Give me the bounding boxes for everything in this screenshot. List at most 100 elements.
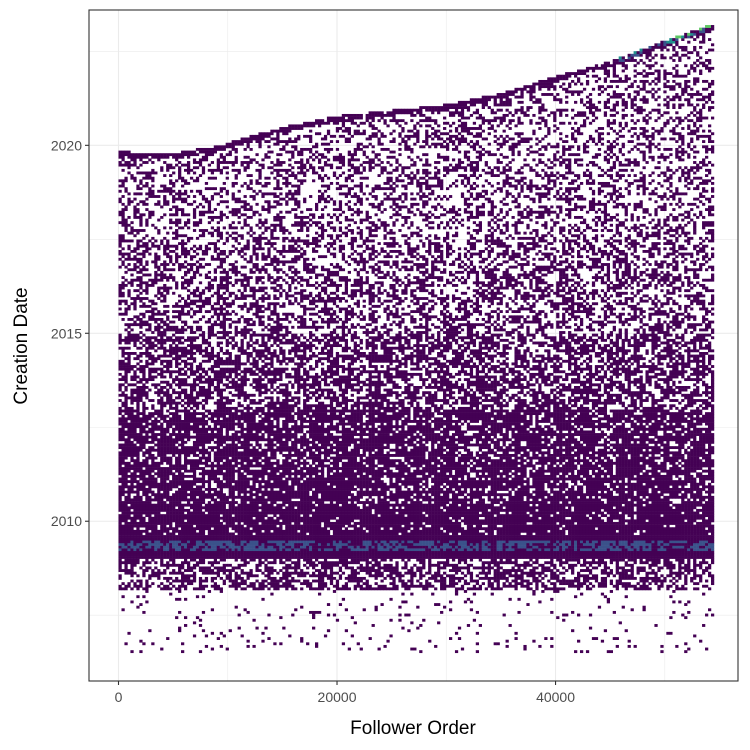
heatmap-tile: [192, 320, 197, 324]
heatmap-tile: [139, 472, 143, 476]
heatmap-tile: [163, 420, 167, 423]
heatmap-tile: [166, 425, 170, 429]
heatmap-tile: [154, 485, 158, 489]
heatmap-tile: [228, 569, 232, 572]
heatmap-tile: [219, 283, 223, 287]
heatmap-tile: [258, 506, 262, 510]
heatmap-tile: [240, 459, 244, 463]
heatmap-tile: [184, 304, 188, 308]
heatmap-tile: [184, 393, 188, 397]
heatmap-tile: [222, 252, 226, 256]
heatmap-tile: [178, 563, 182, 567]
heatmap-tile: [204, 438, 209, 442]
heatmap-tile: [181, 477, 185, 481]
heatmap-tile: [201, 391, 206, 395]
heatmap-tile: [169, 268, 173, 272]
heatmap-tile: [222, 477, 226, 481]
heatmap-tile: [157, 493, 161, 497]
heatmap-tile: [216, 239, 220, 243]
heatmap-tile: [195, 519, 200, 523]
heatmap-tile: [186, 461, 191, 465]
heatmap-tile: [133, 158, 137, 162]
heatmap-tile: [240, 370, 244, 374]
heatmap-tile: [237, 171, 241, 175]
heatmap-tile: [222, 582, 226, 586]
heatmap-tile: [234, 409, 238, 413]
heatmap-tile: [154, 226, 158, 230]
heatmap-tile: [169, 446, 173, 450]
heatmap-tile: [124, 265, 128, 269]
heatmap-tile: [139, 550, 143, 554]
heatmap-tile: [189, 236, 194, 240]
heatmap-tile: [124, 367, 128, 371]
heatmap-tile: [127, 263, 131, 266]
heatmap-tile: [166, 189, 170, 193]
heatmap-tile: [252, 265, 256, 269]
heatmap-tile: [181, 328, 185, 332]
heatmap-tile: [246, 644, 250, 648]
heatmap-tile: [151, 435, 155, 439]
heatmap-tile: [148, 556, 152, 559]
heatmap-tile: [142, 642, 146, 646]
heatmap-tile: [136, 451, 140, 455]
heatmap-tile: [124, 474, 128, 478]
heatmap-tile: [231, 456, 235, 460]
heatmap-tile: [151, 244, 155, 248]
heatmap-tile: [157, 529, 161, 533]
heatmap-tile: [136, 166, 140, 170]
heatmap-tile: [169, 359, 173, 363]
heatmap-tile: [201, 558, 206, 562]
heatmap-tile: [243, 247, 247, 251]
heatmap-tile: [151, 242, 155, 246]
heatmap-tile: [175, 542, 179, 546]
heatmap-tile: [160, 522, 164, 525]
heatmap-tile: [121, 215, 125, 219]
heatmap-tile: [184, 454, 188, 457]
heatmap-tile: [189, 451, 194, 455]
heatmap-tile: [175, 448, 179, 452]
heatmap-tile: [124, 189, 128, 193]
heatmap-tile: [213, 176, 217, 180]
heatmap-tile: [240, 550, 244, 554]
heatmap-tile: [243, 278, 247, 282]
heatmap-tile: [222, 579, 226, 583]
heatmap-tile: [148, 328, 152, 332]
heatmap-tile: [192, 448, 197, 452]
heatmap-tile: [195, 223, 200, 227]
heatmap-tile: [201, 422, 206, 426]
heatmap-tile: [178, 362, 182, 366]
heatmap-tile: [210, 438, 215, 442]
heatmap-tile: [216, 480, 220, 484]
heatmap-tile: [160, 299, 164, 303]
heatmap-tile: [145, 422, 149, 426]
heatmap-tile: [184, 189, 188, 193]
heatmap-tile: [216, 506, 220, 510]
heatmap-tile: [133, 558, 137, 562]
heatmap-tile: [154, 511, 158, 515]
heatmap-tile: [118, 438, 122, 442]
heatmap-tile: [192, 522, 197, 525]
heatmap-tile: [198, 522, 203, 525]
heatmap-tile: [255, 529, 259, 533]
heatmap-tile: [252, 302, 256, 306]
heatmap-tile: [216, 168, 220, 172]
heatmap-tile: [142, 556, 146, 559]
heatmap-tile: [186, 474, 191, 478]
heatmap-tile: [255, 268, 259, 272]
heatmap-tile: [258, 488, 262, 491]
heatmap-tile: [169, 255, 173, 259]
heatmap-tile: [186, 281, 191, 285]
heatmap-tile: [228, 391, 232, 395]
heatmap-tile: [145, 501, 149, 504]
heatmap-tile: [151, 176, 155, 180]
heatmap-tile: [142, 171, 146, 175]
heatmap-tile: [124, 535, 128, 538]
heatmap-tile: [130, 367, 134, 371]
heatmap-tile: [136, 231, 140, 235]
heatmap-tile: [201, 556, 206, 559]
heatmap-tile: [136, 498, 140, 502]
heatmap-tile: [136, 414, 140, 418]
heatmap-tile: [255, 242, 259, 246]
heatmap-tile: [142, 393, 146, 397]
heatmap-tile: [216, 357, 220, 361]
